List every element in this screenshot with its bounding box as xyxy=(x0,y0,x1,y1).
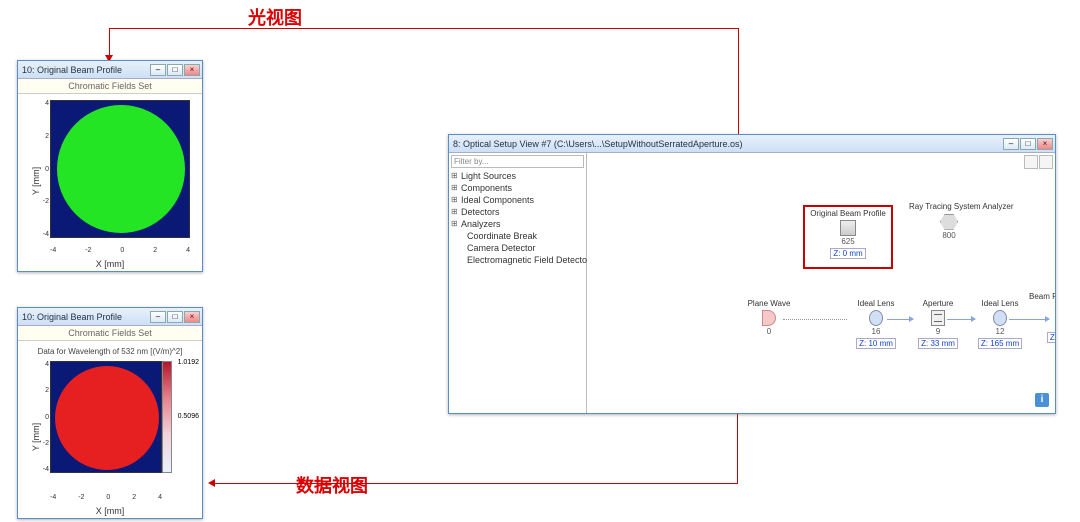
chart-window-light-view: 10: Original Beam Profile – □ × Chromati… xyxy=(17,60,203,272)
node-label: Ray Tracing System Analyzer xyxy=(909,203,989,212)
connection xyxy=(1009,319,1049,320)
arrow-bot-h1 xyxy=(214,483,738,484)
node-label: Ideal Lens xyxy=(975,299,1025,308)
tool-button-2[interactable] xyxy=(1039,155,1053,169)
window-titlebar[interactable]: 10: Original Beam Profile – □ × xyxy=(18,61,202,79)
arrow-icon xyxy=(971,316,976,322)
node-label: Beam Profile behind Lens xyxy=(1029,293,1055,302)
tree-components[interactable]: Components xyxy=(451,182,584,194)
diagram-toolbar xyxy=(1024,155,1053,169)
tree-coord-break[interactable]: Coordinate Break xyxy=(451,230,584,242)
node-beam-behind-lens[interactable]: Beam Profile behind Lens 622 Z: 165 mm xyxy=(1029,293,1055,343)
chart-header: Chromatic Fields Set xyxy=(18,326,202,341)
close-button[interactable]: × xyxy=(184,64,200,76)
chart-area: Data for Wavelength of 532 nm [(V/m)^2] … xyxy=(18,341,202,515)
chart-header: Chromatic Fields Set xyxy=(18,79,202,94)
node-label: Aperture xyxy=(913,299,963,308)
node-id: 0 xyxy=(739,327,799,336)
node-aperture[interactable]: Aperture 9 Z: 33 mm xyxy=(913,299,963,349)
node-ray-tracing[interactable]: Ray Tracing System Analyzer 800 xyxy=(909,203,989,240)
node-ideal-lens-1[interactable]: Ideal Lens 16 Z: 10 mm xyxy=(851,299,901,349)
minimize-button[interactable]: – xyxy=(1003,138,1019,150)
tree-em-detector[interactable]: Electromagnetic Field Detector xyxy=(451,254,584,266)
window-title: 8: Optical Setup View #7 (C:\Users\...\S… xyxy=(451,139,1003,149)
diagram-canvas[interactable]: Original Beam Profile 625 Z: 0 mm Ray Tr… xyxy=(587,153,1055,413)
node-distance: Z: 10 mm xyxy=(856,338,896,349)
chart-subtitle: Data for Wavelength of 532 nm [(V/m)^2] xyxy=(22,347,198,356)
node-label: Plane Wave xyxy=(739,299,799,308)
source-icon xyxy=(762,310,776,326)
tree-ideal-components[interactable]: Ideal Components xyxy=(451,194,584,206)
node-id: 800 xyxy=(909,231,989,240)
analyzer-icon xyxy=(940,214,958,230)
lens-icon xyxy=(993,310,1007,326)
x-axis-label: X [mm] xyxy=(96,259,125,269)
x-ticks: -4-2024 xyxy=(50,247,190,254)
node-distance: Z: 0 mm xyxy=(830,248,865,259)
x-ticks: -4-2024 xyxy=(50,494,162,501)
node-ideal-lens-2[interactable]: Ideal Lens 12 Z: 165 mm xyxy=(975,299,1025,349)
detector-icon xyxy=(840,220,856,236)
y-ticks: -4-2024 xyxy=(39,361,49,473)
chart-window-data-view: 10: Original Beam Profile – □ × Chromati… xyxy=(17,307,203,519)
tree-detectors[interactable]: Detectors xyxy=(451,206,584,218)
annotation-label-bottom: 数据视图 xyxy=(296,472,368,498)
window-titlebar[interactable]: 10: Original Beam Profile – □ × xyxy=(18,308,202,326)
arrow-icon xyxy=(909,316,914,322)
aperture-icon xyxy=(931,310,945,326)
node-distance: Z: 165 mm xyxy=(978,338,1022,349)
arrow-icon xyxy=(1045,316,1050,322)
window-title: 10: Original Beam Profile xyxy=(20,65,150,75)
arrow-top-v2 xyxy=(109,28,110,57)
colorbar-mid: 0.5096 xyxy=(178,413,199,420)
beam-circle xyxy=(55,366,159,470)
node-label: Ideal Lens xyxy=(851,299,901,308)
maximize-button[interactable]: □ xyxy=(167,311,183,323)
close-button[interactable]: × xyxy=(184,311,200,323)
window-titlebar[interactable]: 8: Optical Setup View #7 (C:\Users\...\S… xyxy=(449,135,1055,153)
component-tree-panel: Filter by... Light Sources Components Id… xyxy=(449,153,587,413)
node-distance: Z: 33 mm xyxy=(918,338,958,349)
tree-analyzers[interactable]: Analyzers xyxy=(451,218,584,230)
node-id: 12 xyxy=(975,327,1025,336)
connection-dashed xyxy=(783,319,847,320)
node-label: Original Beam Profile xyxy=(803,209,893,218)
maximize-button[interactable]: □ xyxy=(167,64,183,76)
window-title: 10: Original Beam Profile xyxy=(20,312,150,322)
node-original-beam-profile[interactable]: Original Beam Profile 625 Z: 0 mm xyxy=(803,209,893,259)
arrow-bot-head xyxy=(208,479,215,487)
minimize-button[interactable]: – xyxy=(150,64,166,76)
beam-circle xyxy=(57,105,185,233)
tree-camera-detector[interactable]: Camera Detector xyxy=(451,242,584,254)
node-id: 622 xyxy=(1029,321,1055,330)
filter-input[interactable]: Filter by... xyxy=(451,155,584,168)
lens-icon xyxy=(869,310,883,326)
x-axis-label: X [mm] xyxy=(96,506,125,516)
plot-area xyxy=(50,100,190,238)
node-distance: Z: 165 mm xyxy=(1047,332,1055,343)
maximize-button[interactable]: □ xyxy=(1020,138,1036,150)
tool-button-1[interactable] xyxy=(1024,155,1038,169)
minimize-button[interactable]: – xyxy=(150,311,166,323)
node-id: 9 xyxy=(913,327,963,336)
arrow-top-h1 xyxy=(109,28,739,29)
close-button[interactable]: × xyxy=(1037,138,1053,150)
chart-area: Y [mm] -4-2024 -4-2024 X [mm] xyxy=(18,94,202,268)
optical-setup-window: 8: Optical Setup View #7 (C:\Users\...\S… xyxy=(448,134,1056,414)
annotation-label-top: 光视图 xyxy=(248,4,302,30)
colorbar-max: 1.0192 xyxy=(178,359,199,366)
node-id: 16 xyxy=(851,327,901,336)
plot-area xyxy=(50,361,162,473)
node-plane-wave[interactable]: Plane Wave 0 xyxy=(739,299,799,336)
y-ticks: -4-2024 xyxy=(39,100,49,238)
info-icon[interactable]: i xyxy=(1035,393,1049,407)
node-id: 625 xyxy=(803,237,893,246)
tree-light-sources[interactable]: Light Sources xyxy=(451,170,584,182)
colorbar xyxy=(162,361,172,473)
